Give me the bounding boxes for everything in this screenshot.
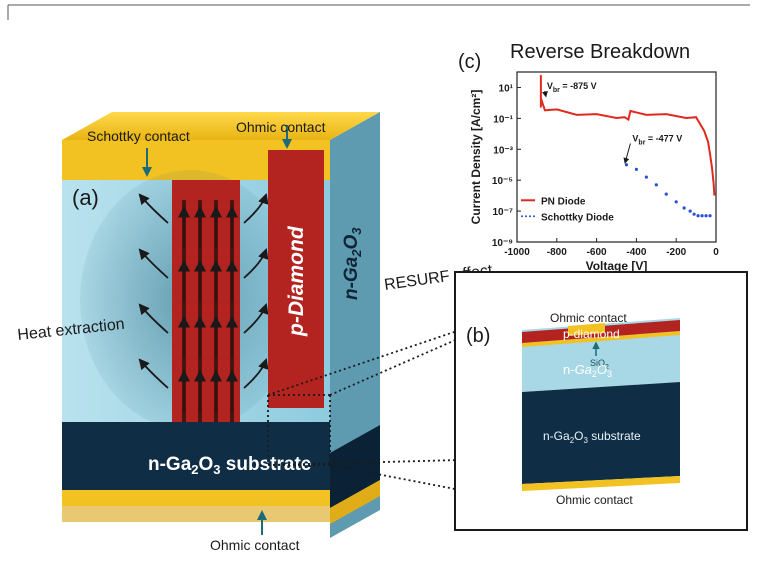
- series-point-schottky-diode: [674, 200, 678, 204]
- series-point-schottky-diode: [682, 206, 686, 210]
- x-tick-label: -400: [626, 247, 646, 258]
- inset-drift-label: n-Ga2O3: [563, 362, 612, 379]
- heat-curve-arrow-right: [243, 302, 269, 334]
- y-tick-label: 10¹: [499, 83, 514, 94]
- device-3d: p-Diamond n-Ga2O3 n-Ga2O3 substrate: [62, 112, 380, 538]
- inset-panel: [454, 271, 748, 531]
- series-line-pn-diode: [539, 97, 716, 196]
- x-tick-label: -200: [666, 247, 686, 258]
- inset-p-diamond-label: p-diamond: [563, 327, 620, 341]
- y-axis-label: Current Density [A/cm²]: [469, 90, 483, 225]
- heat-curve-arrow-left: [138, 358, 169, 389]
- series-point-schottky-diode: [624, 163, 629, 167]
- plot-area: [516, 71, 717, 243]
- series-point-schottky-diode: [700, 214, 704, 218]
- heat-curve-arrow-left: [138, 193, 169, 224]
- inset-ohmic-top-label: Ohmic contact: [550, 311, 627, 325]
- heat-flow-arrows: [178, 205, 238, 412]
- series-point-schottky-diode: [708, 214, 712, 218]
- heat-curve-arrow-right: [243, 247, 269, 279]
- x-tick-label: -800: [547, 247, 567, 258]
- chart-title: Reverse Breakdown: [510, 41, 690, 63]
- heat-curve-arrow-right: [243, 192, 269, 224]
- annotation-arrow: [623, 143, 631, 164]
- x-axis-label: Voltage [V]: [586, 259, 648, 273]
- annotation: Vbr = -477 V: [632, 134, 682, 147]
- panel-c-label: (c): [458, 51, 481, 73]
- annotation: Vbr = -875 V: [547, 81, 597, 94]
- y-tick-label: 10⁻¹: [493, 114, 513, 125]
- y-tick-label: 10⁻³: [493, 145, 513, 156]
- series-point-schottky-diode: [654, 183, 658, 187]
- series-point-schottky-diode: [664, 192, 668, 196]
- inset-sio2-label: SiO2: [590, 358, 609, 371]
- heat-curve-arrow-left: [138, 303, 169, 334]
- y-tick-label: 10⁻⁵: [492, 176, 513, 187]
- y-tick-label: 10⁻⁹: [492, 238, 513, 249]
- series-point-schottky-diode: [704, 214, 708, 218]
- series-point-schottky-diode: [692, 212, 696, 216]
- inset-ohmic-bottom-label: Ohmic contact: [556, 493, 633, 507]
- series-point-schottky-diode: [688, 209, 692, 213]
- reverse-breakdown-chart: -1000 -800 -600 -400 -200 0 10¹ 10⁻¹ 10⁻³ 10⁻⁵ 10⁻…: [469, 71, 719, 273]
- y-tick-label: 10⁻⁷: [492, 207, 513, 218]
- panel-a-label: (a): [72, 185, 99, 210]
- heat-extraction-arrows: [138, 192, 269, 389]
- annotation-arrow: [542, 90, 548, 98]
- series-point-schottky-diode: [634, 167, 639, 171]
- substrate-label: n-Ga2O3 substrate: [148, 454, 311, 477]
- series-point-schottky-diode: [644, 175, 648, 179]
- drift-layer-label: n-Ga2O3: [341, 227, 364, 300]
- schottky-contact-label: Schottky contact: [87, 128, 190, 144]
- heat-curve-arrow-left: [138, 248, 169, 279]
- legend-swatch-schottky: [520, 215, 523, 218]
- p-diamond-region: [268, 150, 324, 408]
- heat-curve-arrow-right: [243, 357, 269, 389]
- ohmic-contact-top-label: Ohmic contact: [236, 119, 326, 135]
- ohmic-contact-bottom-label: Ohmic contact: [210, 537, 300, 553]
- x-tick-label: 0: [713, 247, 719, 258]
- p-diamond-label: p-Diamond: [285, 225, 308, 337]
- legend-swatch-schottky: [524, 215, 527, 218]
- x-tick-label: -1000: [504, 247, 530, 258]
- panel-b-label: (b): [466, 325, 490, 347]
- legend-swatch-schottky: [532, 215, 535, 218]
- inset-substrate-label: n-Ga2O3 substrate: [543, 429, 641, 445]
- legend-swatch-schottky: [528, 215, 531, 218]
- legend-label-pn: PN Diode: [541, 196, 586, 207]
- x-tick-label: -600: [587, 247, 607, 258]
- series-point-schottky-diode: [696, 214, 700, 218]
- legend-label-schottky: Schottky Diode: [541, 212, 614, 223]
